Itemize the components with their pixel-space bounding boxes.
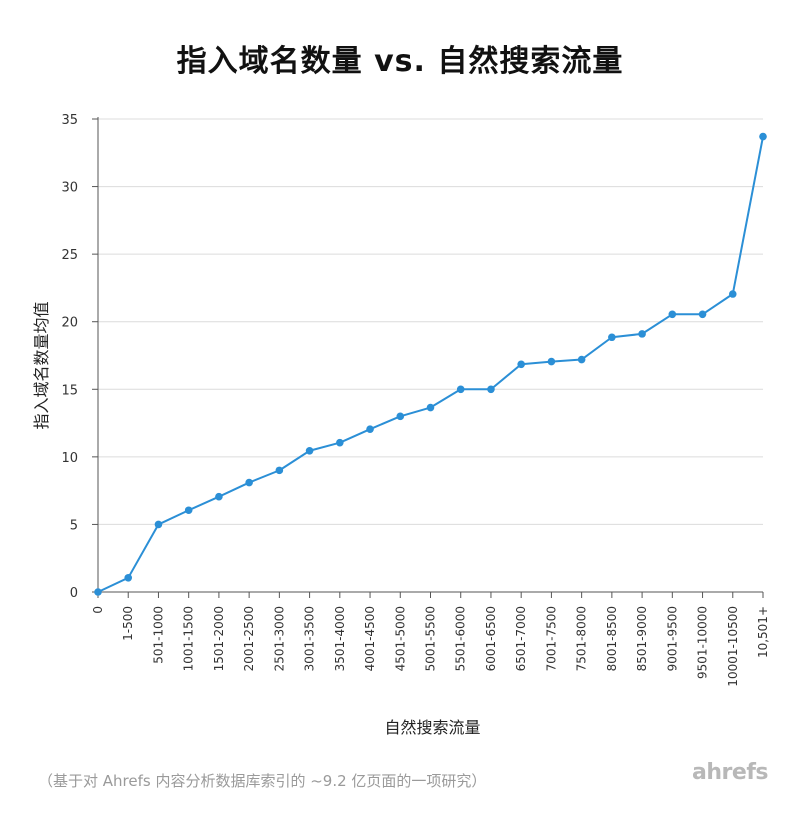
x-tick-label: 501-1000 <box>151 606 165 664</box>
y-tick-label: 10 <box>61 451 78 466</box>
data-point <box>487 385 495 394</box>
data-point <box>396 412 405 421</box>
x-tick-label: 1501-2000 <box>212 606 226 671</box>
x-tick-label: 2501-3000 <box>272 606 286 671</box>
x-tick-label: 2001-2500 <box>242 606 256 671</box>
x-tick-label: 7001-7500 <box>544 606 558 671</box>
y-tick-label: 0 <box>70 586 78 601</box>
y-tick-label: 35 <box>61 113 78 128</box>
data-point <box>275 466 284 475</box>
x-tick-label: 8501-9000 <box>635 606 649 671</box>
y-tick-label: 15 <box>61 383 78 398</box>
data-point <box>759 132 767 141</box>
data-point <box>456 385 465 394</box>
data-point <box>215 492 223 501</box>
y-tick-label: 5 <box>70 518 78 533</box>
y-tick-label: 25 <box>61 248 78 263</box>
data-point <box>698 310 707 319</box>
data-point <box>184 506 193 515</box>
data-point <box>305 446 314 455</box>
x-tick-label: 4001-4500 <box>363 606 377 671</box>
ahrefs-logo: ahrefs <box>692 760 768 785</box>
data-point <box>426 403 435 412</box>
data-point <box>517 360 525 369</box>
data-point <box>608 333 616 342</box>
y-tick-label: 20 <box>61 316 78 331</box>
chart-title: 指入域名数量 vs. 自然搜索流量 <box>176 44 624 79</box>
data-point <box>154 520 163 529</box>
x-tick-label: 5001-5500 <box>424 606 438 671</box>
x-tick-label: 6001-6500 <box>484 606 498 671</box>
x-tick-label: 1-500 <box>121 606 135 641</box>
data-point <box>728 290 737 298</box>
data-point <box>245 478 253 487</box>
x-tick-label: 0 <box>91 606 105 614</box>
y-axis-title: 指入域名数量均值 <box>32 301 51 429</box>
x-axis-title: 自然搜索流量 <box>384 718 480 737</box>
data-point <box>547 357 556 366</box>
x-tick-label: 6501-7000 <box>514 606 528 671</box>
data-point <box>668 310 677 319</box>
x-tick-label: 7501-8000 <box>575 606 589 671</box>
data-point <box>124 574 133 582</box>
x-tick-label: 9001-9500 <box>665 606 679 671</box>
y-tick-label: 30 <box>61 181 78 196</box>
data-point <box>366 425 374 433</box>
data-point <box>638 330 646 338</box>
x-tick-label: 9501-10000 <box>696 606 710 679</box>
x-tick-label: 1001-1500 <box>182 606 196 671</box>
x-tick-label: 4501-5000 <box>393 606 407 671</box>
x-tick-label: 10,501+ <box>756 606 770 658</box>
x-tick-label: 5501-6000 <box>454 606 468 671</box>
series-line <box>97 136 764 593</box>
x-tick-label: 3501-4000 <box>333 606 347 671</box>
data-point <box>94 588 102 596</box>
data-point <box>577 355 586 364</box>
x-tick-label: 8001-8500 <box>605 606 619 671</box>
data-point <box>336 438 344 447</box>
x-tick-label: 10001-10500 <box>726 606 740 687</box>
x-tick-label: 3001-3500 <box>303 606 317 671</box>
footnote: （基于对 Ahrefs 内容分析数据库索引的 ~9.2 亿页面的一项研究） <box>38 772 487 790</box>
